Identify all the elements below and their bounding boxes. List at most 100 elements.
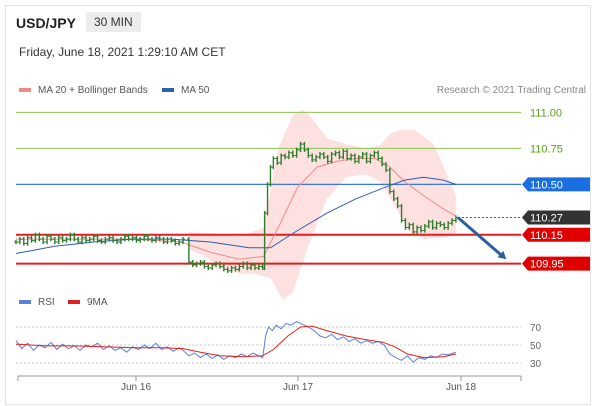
price-candle — [426, 219, 431, 229]
price-candle — [360, 152, 365, 160]
level-labels: 111.00 110.75 110.50 110.27 110.15 109.95 — [522, 107, 590, 271]
price-candle — [314, 154, 319, 163]
timeframe-button[interactable]: 30 MIN — [86, 12, 141, 32]
legend-label-rsi: RSI — [38, 297, 55, 308]
price-candle — [194, 261, 199, 268]
price-candle — [422, 224, 427, 233]
price-candle — [165, 236, 170, 245]
price-candle — [157, 235, 162, 242]
x-tick-label: Jun 16 — [121, 382, 151, 393]
price-candle — [345, 149, 350, 161]
price-candle — [411, 222, 416, 235]
level-label-bg — [522, 177, 590, 192]
price-candle — [87, 236, 92, 243]
price-candle — [418, 225, 423, 233]
price-candle — [206, 264, 211, 271]
price-candle — [341, 149, 346, 160]
legend-label-ma20: MA 20 + Bollinger Bands — [38, 85, 148, 96]
timestamp: Friday, June 18, 2021 1:29:10 AM CET — [19, 45, 226, 59]
price-candle — [271, 156, 276, 170]
price-candle — [450, 218, 455, 226]
credit-text: Research © 2021 Trading Central — [437, 85, 586, 96]
price-candle — [214, 261, 219, 268]
price-candle — [399, 203, 404, 223]
price-candle — [233, 265, 238, 272]
price-candle — [177, 239, 182, 246]
price-candle — [146, 234, 151, 242]
price-candle — [283, 153, 288, 160]
price-candle — [221, 264, 226, 272]
rsi-tick-label: 50 — [530, 341, 542, 352]
level-label-110-75: 110.75 — [530, 143, 563, 155]
price-candle — [407, 222, 412, 230]
price-candle — [60, 235, 65, 243]
price-candle — [252, 262, 257, 271]
price-candle — [229, 265, 234, 273]
level-label-110-50: 110.50 — [522, 177, 590, 192]
rsi-tick-label: 70 — [530, 323, 542, 334]
price-candle — [430, 219, 435, 230]
price-candle — [337, 150, 342, 160]
price-candle — [256, 264, 261, 271]
price-candle — [306, 147, 311, 158]
price-candle — [118, 236, 123, 245]
price-candle — [446, 221, 451, 230]
price-candle — [99, 238, 104, 245]
price-candle — [395, 196, 400, 209]
legend-label-9ma: 9MA — [87, 297, 108, 308]
price-candle — [173, 238, 178, 246]
bollinger-bands — [188, 109, 456, 300]
price-candle — [442, 222, 447, 230]
price-candle — [210, 262, 215, 271]
price-candle — [48, 234, 53, 242]
price-candle — [453, 215, 458, 223]
price-candle — [294, 147, 299, 158]
price-candle — [372, 150, 377, 158]
price-candle — [37, 232, 42, 242]
price-candle — [415, 225, 420, 235]
price-candle — [107, 235, 112, 242]
price-candle — [83, 235, 88, 243]
price-candle — [115, 238, 119, 245]
price-candle — [103, 236, 108, 245]
price-candle — [181, 236, 186, 245]
price-candle — [21, 236, 26, 246]
level-label-text: 110.27 — [530, 213, 563, 225]
price-candle — [368, 153, 373, 164]
price-candle — [41, 236, 46, 245]
price-candle — [325, 154, 330, 164]
price-candle — [169, 236, 174, 243]
legend-swatch-rsi — [19, 300, 31, 304]
legend-swatch-9ma — [68, 300, 80, 304]
x-tick-label: Jun 17 — [283, 382, 313, 393]
price-chart: MA 20 + Bollinger Bands MA 50 Research ©… — [14, 85, 590, 393]
price-candle — [434, 221, 439, 230]
price-candle — [302, 141, 307, 152]
price-candle — [403, 218, 408, 230]
price-candle — [310, 153, 315, 163]
price-candle — [329, 152, 334, 164]
price-candle — [438, 221, 443, 227]
price-candle — [384, 162, 389, 173]
price-candle — [122, 234, 127, 242]
level-label-bg — [522, 210, 590, 225]
price-candle — [217, 261, 222, 269]
price-candle — [130, 235, 135, 242]
price-candle — [380, 156, 385, 167]
price-candle — [149, 236, 154, 243]
price-candle — [387, 167, 392, 194]
forecast-arrow-shaft — [456, 216, 503, 257]
price-candle — [142, 234, 147, 242]
price-candles — [14, 141, 458, 273]
level-label-109-95: 109.95 — [522, 256, 590, 271]
price-candle — [76, 236, 81, 245]
forecast-arrow-head — [497, 250, 507, 260]
price-candle — [126, 234, 131, 242]
price-candle — [349, 153, 354, 161]
price-candle — [202, 260, 207, 269]
price-candle — [249, 262, 254, 271]
price-candle — [290, 150, 295, 158]
price-candle — [333, 150, 338, 157]
level-label-110-27: 110.27 — [522, 210, 590, 225]
price-candle — [91, 234, 96, 242]
